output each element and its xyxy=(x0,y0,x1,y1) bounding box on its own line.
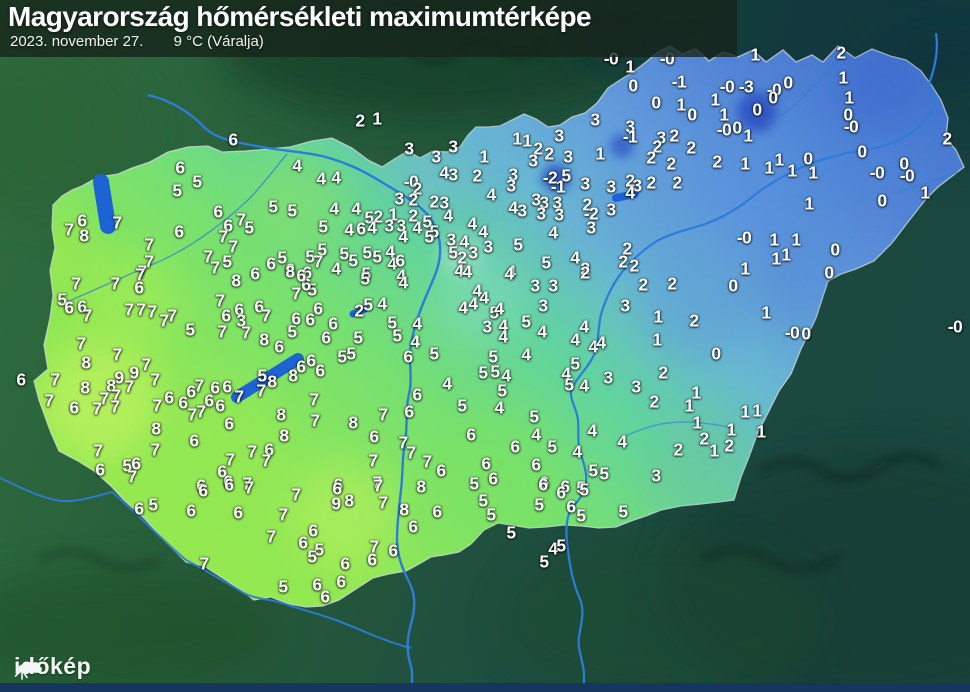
river-raba xyxy=(59,153,288,306)
title-bar: Magyarország hőmérsékleti maximumtérképe… xyxy=(0,0,737,57)
hungary-region xyxy=(33,45,965,608)
subtitle-date: 2023. november 27. xyxy=(10,33,144,50)
river-danube xyxy=(147,93,442,692)
lake-velence xyxy=(349,305,369,318)
bottom-river-bar xyxy=(0,683,970,692)
lake-tisza xyxy=(612,190,639,202)
page-title: Magyarország hőmérsékleti maximumtérképe xyxy=(8,1,592,32)
river-tisza xyxy=(565,32,938,692)
rivers xyxy=(0,32,959,692)
lake-ferto xyxy=(93,174,116,234)
page-subtitle: 2023. november 27. 9 °C (Váralja) xyxy=(0,33,737,50)
river-bodrog xyxy=(764,54,846,123)
subtitle-station: 9 °C (Váralja) xyxy=(173,33,264,50)
temperature-shading xyxy=(34,46,925,570)
idokep-logo: időkép xyxy=(14,653,91,680)
cloud-sun-icon xyxy=(14,661,42,680)
river-drava xyxy=(0,477,412,649)
lake-balaton xyxy=(231,353,304,403)
lakes xyxy=(93,174,639,403)
river-koros xyxy=(619,421,736,439)
river-szamos xyxy=(897,171,959,193)
